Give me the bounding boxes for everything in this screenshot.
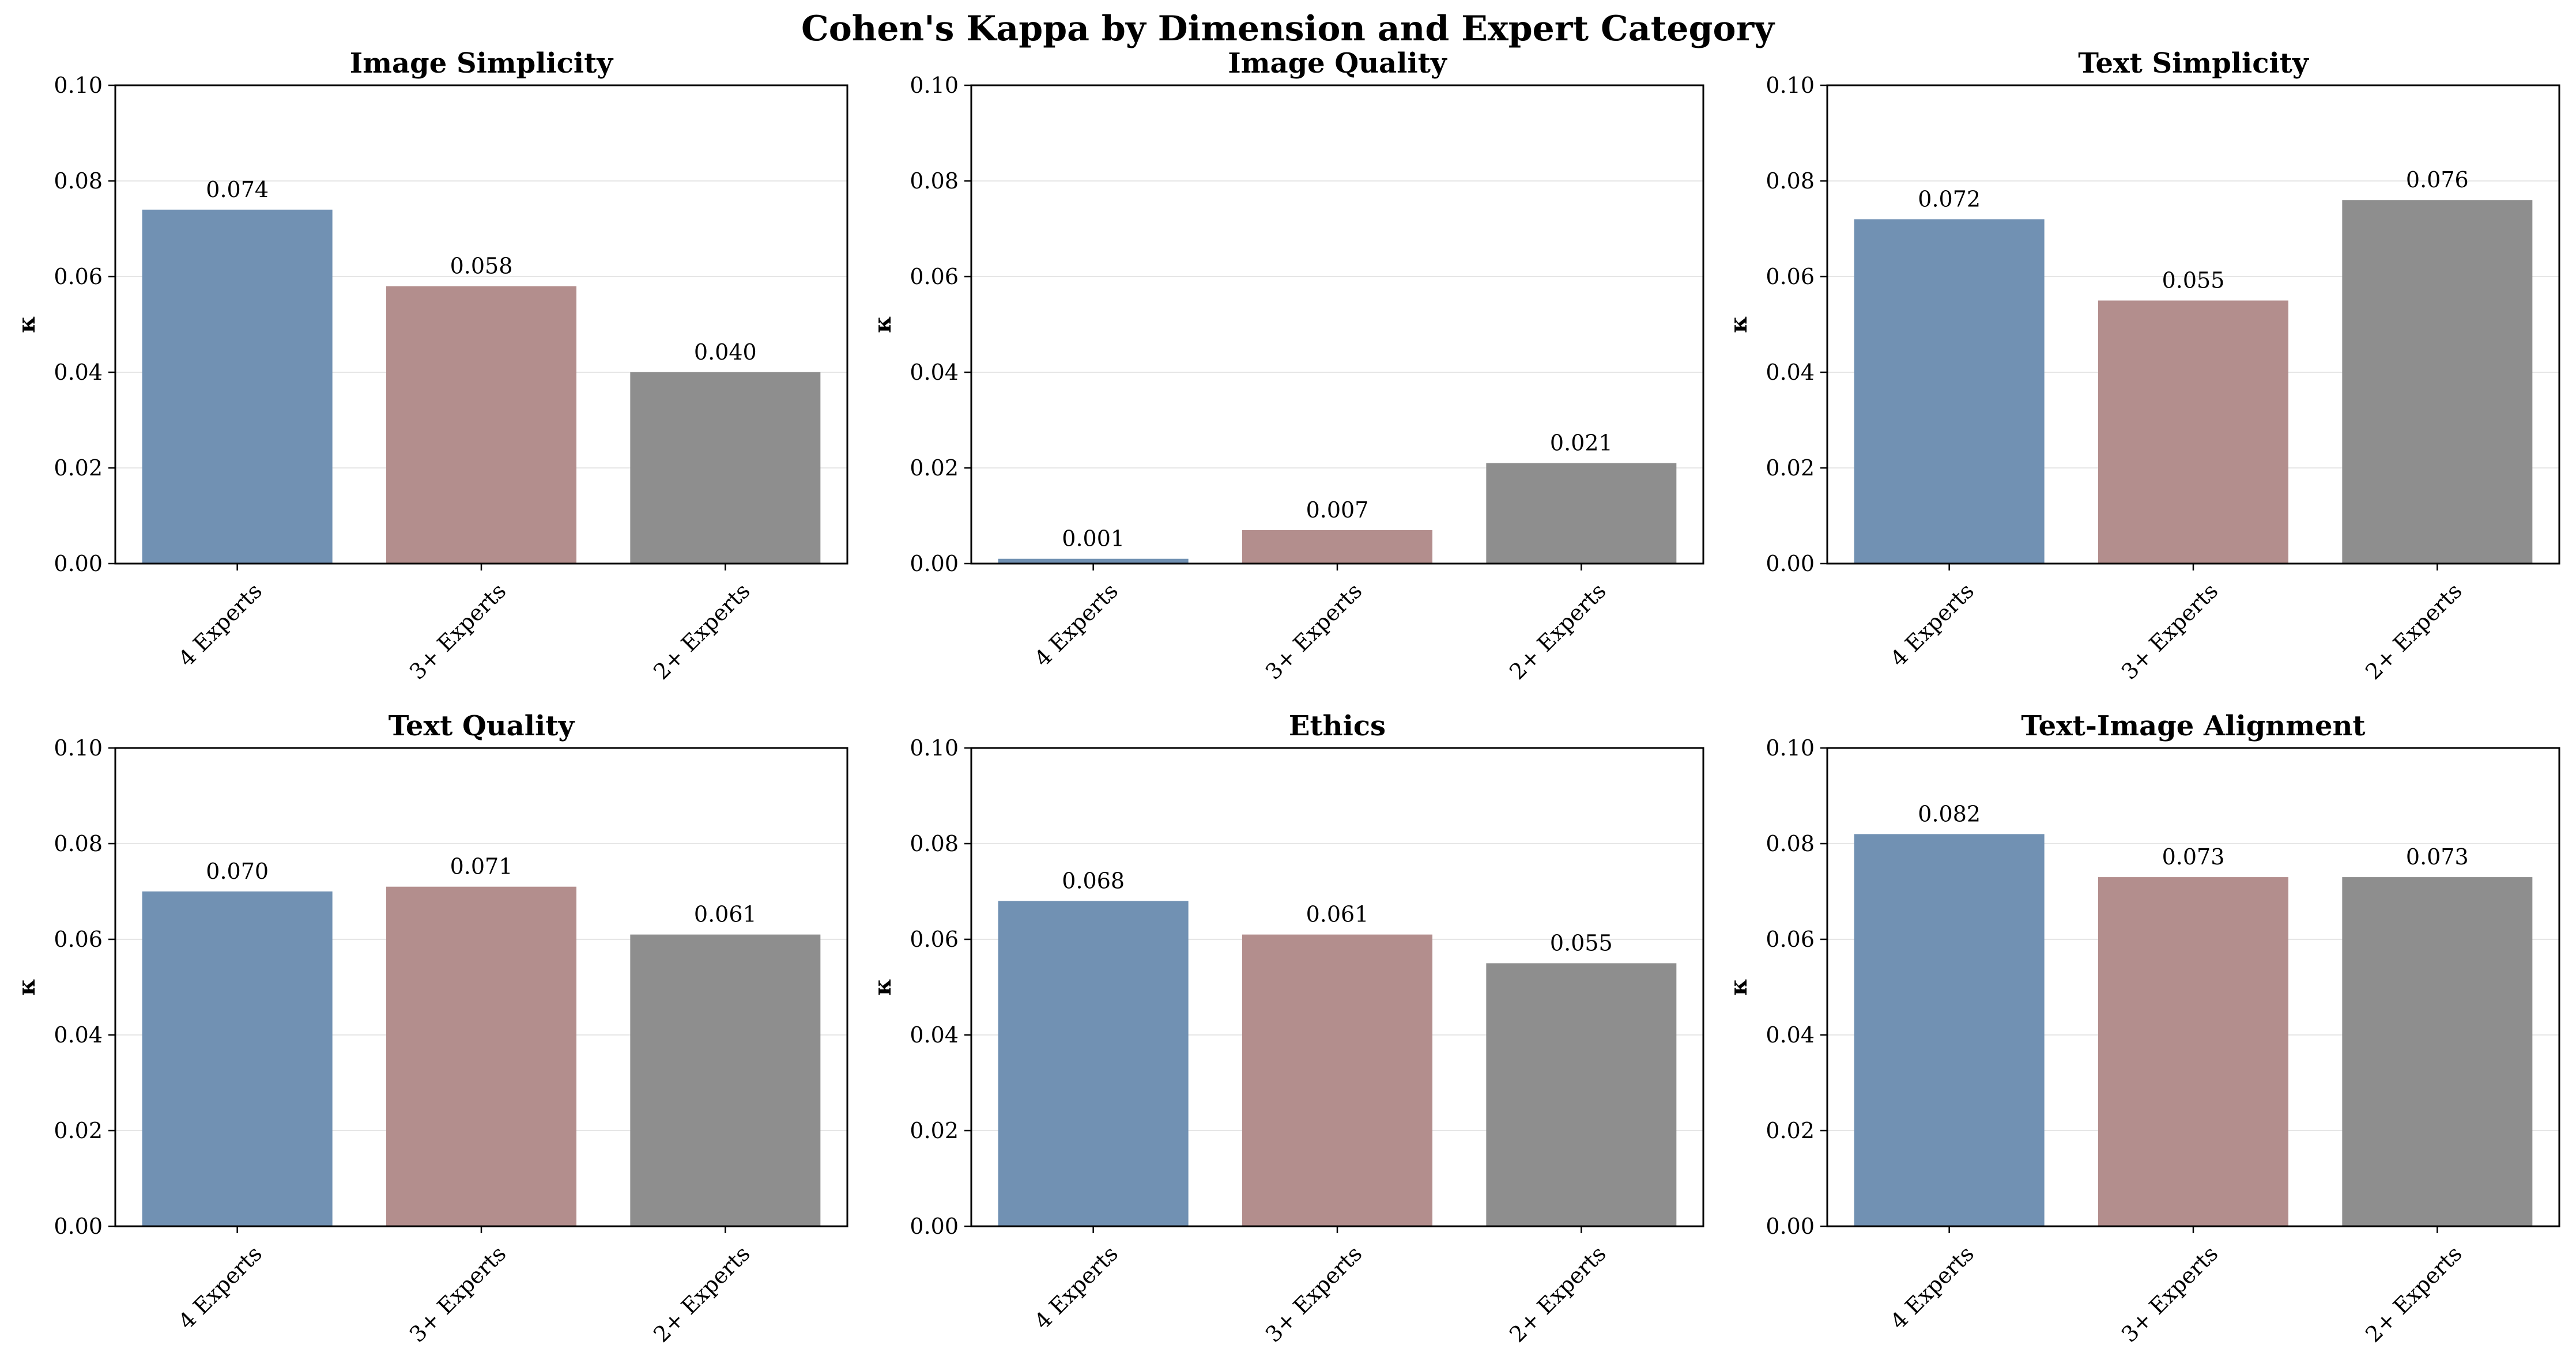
y-axis-label: κ <box>13 978 40 996</box>
axes-frame <box>970 84 1704 565</box>
y-tick-label: 0.00 <box>1766 551 1815 576</box>
bar-3-experts <box>2098 877 2288 1226</box>
y-axis-label: κ <box>869 978 896 996</box>
axes-frame <box>970 747 1704 1227</box>
y-tick-label: 0.02 <box>54 455 103 481</box>
bar-4-experts <box>998 901 1189 1226</box>
bar-4-experts <box>1854 219 2045 564</box>
y-tick-label: 0.10 <box>1766 73 1815 98</box>
bar-value-label: 0.071 <box>450 854 513 879</box>
bar-value-label: 0.058 <box>450 254 513 279</box>
bar-value-label: 0.061 <box>694 902 757 927</box>
axes-frame <box>1826 747 2560 1227</box>
y-tick-label: 0.08 <box>1766 168 1815 194</box>
bar-value-label: 0.007 <box>1306 497 1369 523</box>
y-tick-label: 0.04 <box>910 1022 959 1048</box>
y-tick-label: 0.10 <box>910 735 959 761</box>
figure-title: Cohen's Kappa by Dimension and Expert Ca… <box>801 9 1775 49</box>
y-tick-label: 0.10 <box>54 73 103 98</box>
bar-value-label: 0.001 <box>1062 526 1125 551</box>
bar-value-label: 0.040 <box>694 339 757 365</box>
y-axis-label: κ <box>13 316 40 333</box>
bar-2-experts <box>1486 963 1677 1226</box>
y-tick-label: 0.06 <box>910 927 959 952</box>
axes-frame <box>114 747 848 1227</box>
bar-value-label: 0.021 <box>1550 430 1613 456</box>
bar-value-label: 0.068 <box>1062 868 1125 894</box>
panel-title: Image Quality <box>1228 47 1448 80</box>
bar-value-label: 0.074 <box>206 177 269 202</box>
bar-4-experts <box>142 209 333 564</box>
panel-title: Text Simplicity <box>2078 47 2310 80</box>
y-tick-label: 0.00 <box>910 551 959 576</box>
panel-title: Ethics <box>1289 710 1386 742</box>
bar-2-experts <box>1486 463 1677 564</box>
y-tick-label: 0.02 <box>1766 455 1815 481</box>
y-tick-label: 0.02 <box>910 1118 959 1143</box>
bar-value-label: 0.055 <box>2162 268 2225 293</box>
bar-value-label: 0.072 <box>1918 186 1981 211</box>
y-tick-label: 0.10 <box>54 735 103 761</box>
y-tick-label: 0.10 <box>1766 735 1815 761</box>
y-tick-label: 0.04 <box>1766 1022 1815 1048</box>
y-axis-label: κ <box>869 316 896 333</box>
bar-2-experts <box>2342 877 2533 1226</box>
bar-value-label: 0.055 <box>1550 931 1613 956</box>
bar-value-label: 0.076 <box>2406 167 2469 192</box>
y-tick-label: 0.08 <box>910 831 959 856</box>
bar-3-experts <box>1242 530 1432 564</box>
bar-value-label: 0.061 <box>1306 902 1369 927</box>
y-tick-label: 0.10 <box>910 73 959 98</box>
y-tick-label: 0.06 <box>54 264 103 289</box>
y-tick-label: 0.06 <box>1766 264 1815 289</box>
bar-value-label: 0.073 <box>2406 844 2469 870</box>
bar-2-experts <box>630 934 821 1226</box>
y-tick-label: 0.04 <box>54 360 103 385</box>
y-tick-label: 0.04 <box>910 360 959 385</box>
y-tick-label: 0.00 <box>54 1214 103 1239</box>
bar-2-experts <box>630 372 821 564</box>
bar-3-experts <box>1242 934 1432 1226</box>
y-tick-label: 0.02 <box>910 455 959 481</box>
y-tick-label: 0.06 <box>54 927 103 952</box>
y-tick-label: 0.02 <box>54 1118 103 1143</box>
bar-value-label: 0.073 <box>2162 844 2225 870</box>
y-tick-label: 0.00 <box>1766 1214 1815 1239</box>
axes-frame <box>114 84 848 565</box>
panel-title: Image Simplicity <box>350 47 614 80</box>
bar-3-experts <box>386 886 576 1226</box>
y-axis-label: κ <box>1725 978 1752 996</box>
y-tick-label: 0.00 <box>910 1214 959 1239</box>
y-tick-label: 0.02 <box>1766 1118 1815 1143</box>
bar-4-experts <box>142 891 333 1226</box>
panel-title: Text-Image Alignment <box>2021 710 2365 742</box>
bar-value-label: 0.082 <box>1918 801 1981 826</box>
y-tick-label: 0.06 <box>1766 927 1815 952</box>
bar-4-experts <box>998 558 1189 564</box>
y-tick-label: 0.06 <box>910 264 959 289</box>
panel-title: Text Quality <box>389 710 576 742</box>
y-tick-label: 0.08 <box>1766 831 1815 856</box>
bar-2-experts <box>2342 200 2533 564</box>
y-tick-label: 0.00 <box>54 551 103 576</box>
axes-frame <box>1826 84 2560 565</box>
y-tick-label: 0.08 <box>54 831 103 856</box>
y-tick-label: 0.04 <box>1766 360 1815 385</box>
bar-3-experts <box>386 286 576 564</box>
y-tick-label: 0.04 <box>54 1022 103 1048</box>
bar-4-experts <box>1854 834 2045 1226</box>
y-tick-label: 0.08 <box>54 168 103 194</box>
bar-value-label: 0.070 <box>206 859 269 884</box>
y-tick-label: 0.08 <box>910 168 959 194</box>
bar-3-experts <box>2098 300 2288 564</box>
y-axis-label: κ <box>1725 316 1752 333</box>
